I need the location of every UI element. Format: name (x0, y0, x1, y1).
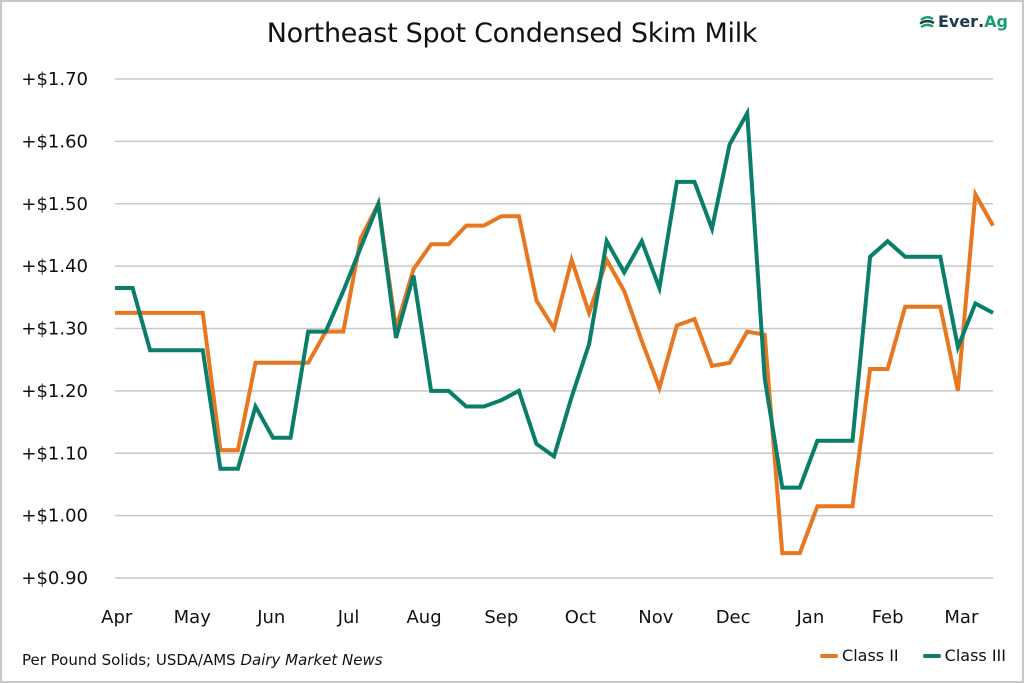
y-tick-label: +$0.90 (21, 568, 88, 589)
x-tick-label: Sep (484, 607, 518, 628)
y-tick-label: +$1.70 (21, 69, 88, 90)
source-note: Per Pound Solids; USDA/AMS Dairy Market … (22, 651, 383, 669)
logo-text-ever: Ever (937, 12, 979, 31)
x-tick-label: Feb (872, 607, 904, 628)
x-tick-label: Oct (565, 607, 596, 628)
y-tick-label: +$1.40 (21, 256, 88, 277)
legend-label-class-iii: Class III (944, 646, 1006, 665)
y-tick-label: +$1.50 (21, 194, 88, 215)
series-line-class-ii (115, 187, 995, 556)
x-tick-label: Jan (796, 607, 825, 628)
legend: Class II Class III (820, 646, 1006, 665)
everag-logo: Ever. Ag (919, 12, 1008, 31)
y-tick-label: +$1.20 (21, 381, 88, 402)
legend-item-class-iii[interactable]: Class III (922, 646, 1006, 665)
legend-swatch-class-iii (922, 653, 941, 658)
gridlines (115, 78, 993, 579)
y-tick-label: +$1.60 (21, 131, 88, 152)
x-tick-label: Dec (716, 607, 751, 628)
logo-text-dot: . (978, 12, 985, 31)
source-italic: Dairy Market News (240, 651, 383, 669)
chart-title: Northeast Spot Condensed Skim Milk (266, 18, 758, 49)
x-axis-ticks: Apr May Jun Jul Aug Sep Oct Nov Dec Jan Feb Mar (101, 607, 979, 628)
y-axis-ticks: +$1.70 +$1.60 +$1.50 +$1.40 +$1.30 +$1.20 +$1.… (21, 69, 88, 589)
x-tick-label: Apr (101, 607, 133, 628)
legend-swatch-class-ii (820, 653, 839, 658)
x-tick-label: Jun (256, 607, 285, 628)
x-tick-label: Aug (406, 607, 441, 628)
source-prefix: Per Pound Solids; USDA/AMS (22, 651, 241, 669)
legend-label-class-ii: Class II (842, 646, 899, 665)
x-tick-label: Nov (638, 607, 673, 628)
everag-logo-icon (919, 15, 935, 28)
y-tick-label: +$1.00 (21, 506, 88, 527)
x-tick-label: Mar (944, 607, 979, 628)
x-tick-label: May (174, 607, 212, 628)
legend-item-class-ii[interactable]: Class II (820, 646, 899, 665)
series-lines (115, 106, 995, 556)
logo-text-ag: Ag (984, 12, 1008, 31)
series-line-class-iii (115, 106, 994, 490)
x-tick-label: Jul (337, 607, 360, 628)
y-tick-label: +$1.30 (21, 319, 88, 340)
y-tick-label: +$1.10 (21, 443, 88, 464)
